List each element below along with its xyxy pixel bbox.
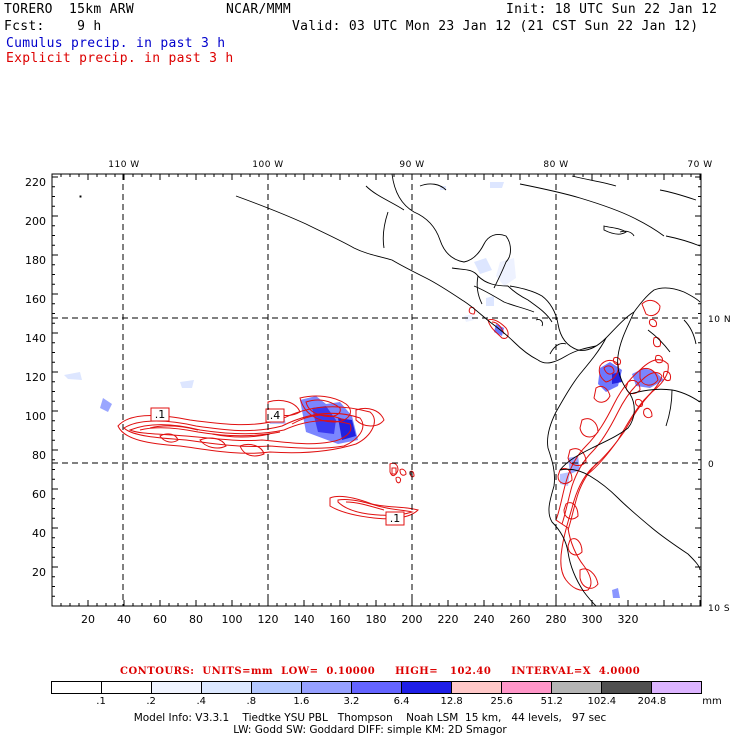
scale-swatch — [202, 682, 252, 693]
color-scale — [51, 681, 702, 694]
y-tick-label: 40 — [32, 527, 46, 540]
scale-unit: mm — [702, 696, 722, 707]
scale-label: 102.4 — [587, 696, 617, 707]
coastlines — [79, 174, 701, 606]
scale-label: 25.6 — [490, 696, 513, 707]
contour-label-3: .1 — [390, 512, 401, 525]
x-tick-label: 320 — [618, 613, 639, 626]
x-tick-label: 60 — [153, 613, 167, 626]
x-tick-label: 120 — [258, 613, 279, 626]
color-scale-labels: .1 .2 .4 .8 1.6 3.2 6.4 12.8 25.6 51.2 102.4 204.8 m… — [51, 696, 740, 708]
scale-swatch — [502, 682, 552, 693]
y-tick-label: 80 — [32, 449, 46, 462]
axis-ticks — [51, 174, 701, 607]
scale-label: 12.8 — [440, 696, 463, 707]
scale-swatch — [552, 682, 602, 693]
lat-label: 0 — [708, 460, 714, 470]
lon-label: 70 W — [687, 160, 712, 170]
contour-prefix: CONTOURS: — [120, 666, 195, 677]
contour-label-2: .4 — [270, 409, 281, 422]
x-axis-labels: 20 40 60 80 100 120 140 160 180 200 220 … — [81, 613, 639, 626]
x-tick-label: 260 — [510, 613, 531, 626]
explicit-legend: Explicit precip. in past 3 h — [6, 51, 234, 66]
scale-label: .8 — [246, 696, 257, 707]
plot-frame — [51, 173, 702, 607]
contour-labels — [150, 407, 405, 526]
cumulus-precip — [64, 182, 664, 598]
scale-label: .2 — [146, 696, 156, 707]
x-tick-label: 80 — [189, 613, 203, 626]
scale-label: .1 — [96, 696, 106, 707]
explicit-precip — [117, 299, 671, 591]
contour-interval: INTERVAL=X 4.0000 — [511, 666, 641, 677]
lon-label: 100 W — [252, 160, 283, 170]
y-tick-label: 160 — [25, 293, 46, 306]
scale-swatch — [52, 682, 102, 693]
x-tick-label: 100 — [222, 613, 243, 626]
y-axis-labels: 20 40 60 80 100 120 140 160 180 200 220 — [25, 176, 46, 579]
contour-info: CONTOURS: UNITS=mm LOW= 0.10000 HIGH= 10… — [120, 666, 640, 677]
physics-info: LW: Godd SW: Goddard DIFF: simple KM: 2D… — [233, 724, 507, 736]
scale-label: .4 — [196, 696, 206, 707]
model-info: Model Info: V3.3.1 Tiedtke YSU PBL Thomp… — [133, 712, 607, 724]
x-tick-label: 40 — [117, 613, 131, 626]
x-tick-label: 240 — [474, 613, 495, 626]
y-tick-label: 200 — [25, 215, 46, 228]
scale-swatch — [152, 682, 202, 693]
lat-label: 10 S — [708, 604, 730, 614]
x-tick-label: 140 — [294, 613, 315, 626]
scale-swatch — [652, 682, 701, 693]
scale-label: 51.2 — [540, 696, 563, 707]
scale-swatch — [302, 682, 352, 693]
scale-swatch — [352, 682, 402, 693]
init-time: Init: 18 UTC Sun 22 Jan 12 — [506, 2, 718, 17]
scale-swatch — [402, 682, 452, 693]
y-tick-label: 140 — [25, 332, 46, 345]
contour-label-1: .1 — [155, 408, 166, 421]
y-tick-label: 120 — [25, 371, 46, 384]
lon-label: 110 W — [108, 160, 139, 170]
scale-label: 204.8 — [637, 696, 667, 707]
cumulus-legend: Cumulus precip. in past 3 h — [6, 36, 226, 51]
valid-time: Valid: 03 UTC Mon 23 Jan 12 (21 CST Sun … — [292, 19, 699, 34]
contour-high: HIGH= 102.40 — [395, 666, 492, 677]
y-tick-label: 60 — [32, 488, 46, 501]
y-tick-label: 100 — [25, 410, 46, 423]
x-tick-label: 160 — [330, 613, 351, 626]
x-tick-label: 180 — [366, 613, 387, 626]
x-tick-label: 200 — [402, 613, 423, 626]
contour-low: LOW= 0.10000 — [281, 666, 376, 677]
latlon-grid — [52, 174, 701, 606]
scale-swatch — [102, 682, 152, 693]
scale-label: 1.6 — [293, 696, 310, 707]
forecast-hour: Fcst: 9 h — [4, 19, 102, 34]
scale-swatch — [252, 682, 302, 693]
lon-label: 90 W — [399, 160, 424, 170]
lat-label: 10 N — [708, 315, 731, 325]
org-label: NCAR/MMM — [226, 2, 292, 17]
y-tick-label: 180 — [25, 254, 46, 267]
x-tick-label: 280 — [546, 613, 567, 626]
contour-units: UNITS=mm — [202, 666, 274, 677]
model-title: TORERO 15km ARW — [4, 2, 135, 17]
lon-label: 80 W — [543, 160, 568, 170]
scale-label: 3.2 — [343, 696, 360, 707]
scale-label: 6.4 — [393, 696, 410, 707]
x-tick-label: 220 — [438, 613, 459, 626]
x-tick-label: 300 — [582, 613, 603, 626]
scale-swatch — [602, 682, 652, 693]
y-tick-label: 220 — [25, 176, 46, 189]
scale-swatch — [452, 682, 502, 693]
y-tick-label: 20 — [32, 566, 46, 579]
x-tick-label: 20 — [81, 613, 95, 626]
